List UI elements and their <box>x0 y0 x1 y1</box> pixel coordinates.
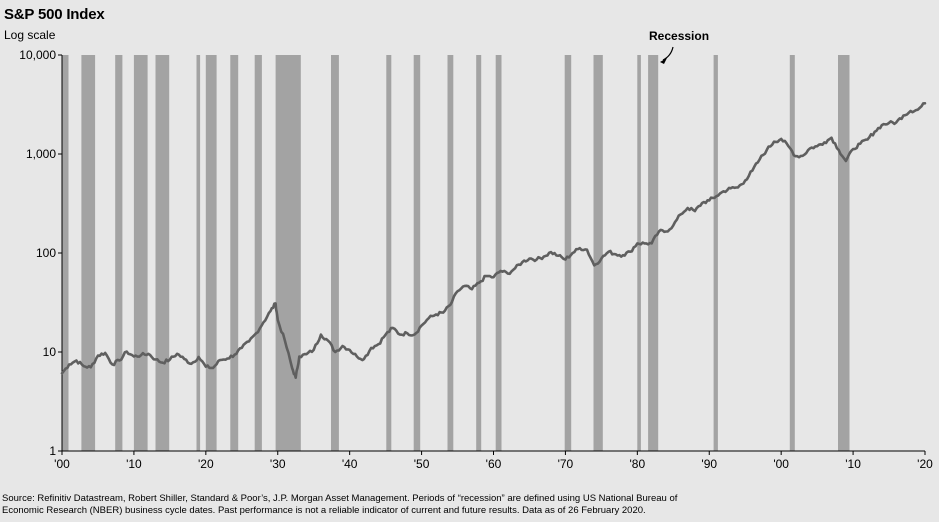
recession-band-1 <box>81 55 96 451</box>
x-tick-label: '90 <box>701 457 717 471</box>
source-footnote: Source: Refinitiv Datastream, Robert Shi… <box>2 493 932 517</box>
x-tick-label: '00 <box>773 457 789 471</box>
series-layer <box>60 102 927 379</box>
recession-arrow-icon <box>662 46 674 61</box>
recession-band-16 <box>564 55 572 451</box>
x-tick-label: '10 <box>126 457 142 471</box>
source-line-1: Source: Refinitiv Datastream, Robert Shi… <box>2 493 678 504</box>
x-tick-label: '70 <box>558 457 574 471</box>
x-tick-label: '60 <box>486 457 502 471</box>
y-axis-ticks: 10,000 1,000 100 10 1 <box>19 48 62 458</box>
recession-bands <box>62 55 850 451</box>
recession-band-3 <box>133 55 148 451</box>
y-tick-label: 1,000 <box>26 147 56 161</box>
recession-band-10 <box>331 55 339 451</box>
recession-band-15 <box>495 55 502 451</box>
recession-band-0 <box>62 55 69 451</box>
recession-annotation: Recession <box>649 29 710 43</box>
recession-band-7 <box>230 55 239 451</box>
recession-band-6 <box>205 55 217 451</box>
recession-band-20 <box>713 55 718 451</box>
x-tick-label: '00 <box>54 457 70 471</box>
chart-title: S&P 500 Index <box>4 6 105 23</box>
x-tick-label: '30 <box>270 457 286 471</box>
x-tick-label: '10 <box>845 457 861 471</box>
recession-band-22 <box>838 55 850 451</box>
x-tick-label: '80 <box>630 457 646 471</box>
series-line-sp500 <box>60 102 927 379</box>
source-line-2: Economic Research (NBER) business cycle … <box>2 505 646 516</box>
recession-band-19 <box>648 55 659 451</box>
recession-band-5 <box>196 55 201 451</box>
y-tick-label: 10,000 <box>19 48 56 62</box>
x-tick-label: '40 <box>342 457 358 471</box>
recession-arrowhead-icon <box>660 58 667 64</box>
x-tick-label: '20 <box>917 457 933 471</box>
recession-band-8 <box>254 55 262 451</box>
recession-band-11 <box>386 55 392 451</box>
y-scale-note: Log scale <box>4 28 56 42</box>
recession-band-12 <box>413 55 421 451</box>
recession-band-14 <box>476 55 482 451</box>
recession-band-2 <box>115 55 123 451</box>
recession-band-4 <box>155 55 170 451</box>
x-tick-label: '20 <box>198 457 214 471</box>
recession-band-13 <box>447 55 454 451</box>
y-tick-label: 10 <box>43 345 57 359</box>
recession-band-9 <box>275 55 301 451</box>
y-tick-label: 100 <box>36 246 56 260</box>
y-tick-label: 1 <box>49 444 56 458</box>
x-axis-ticks: '00 '10 '20 '30 '40 '50 '60 '70 '80 '90 '00 '10 '20 <box>54 451 933 471</box>
recession-band-21 <box>789 55 795 451</box>
recession-band-18 <box>637 55 641 451</box>
x-tick-label: '50 <box>414 457 430 471</box>
recession-band-17 <box>593 55 603 451</box>
axes <box>61 55 925 452</box>
